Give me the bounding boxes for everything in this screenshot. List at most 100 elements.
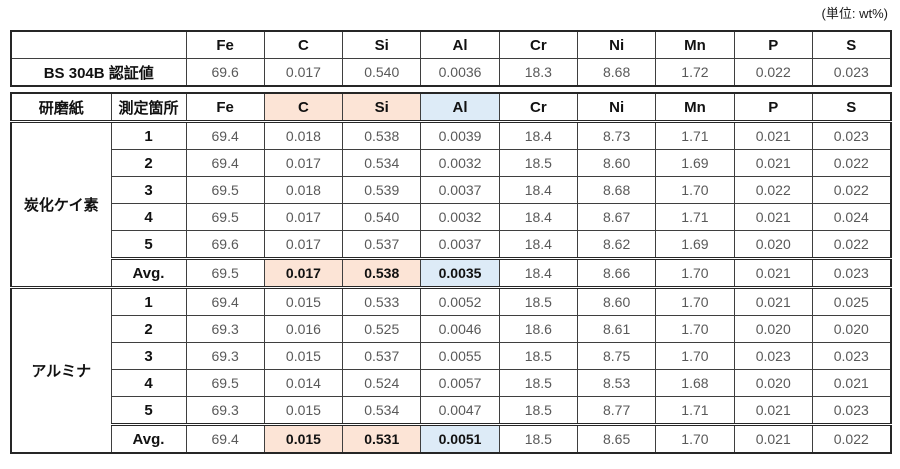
- value-cell: 0.0051: [420, 423, 500, 454]
- value-cell: 0.015: [263, 342, 344, 370]
- value-cell: 0.021: [733, 149, 813, 177]
- value-cell: 0.021: [733, 121, 813, 150]
- value-cell: 69.4: [185, 121, 265, 150]
- element-header: Cr: [498, 92, 578, 123]
- reference-table-body: BS 304B 認証値 69.6 0.017 0.540 0.0036 18.3 8.68 1…: [10, 58, 892, 87]
- value-cell: 8.62: [576, 230, 657, 259]
- value-cell: 0.537: [342, 342, 422, 370]
- value-cell: 0.022: [811, 230, 892, 259]
- value-cell: 0.525: [342, 315, 422, 343]
- value-cell: 69.3: [185, 342, 265, 370]
- value-cell: 0.021: [811, 369, 892, 397]
- measurement-point-label: 1: [110, 286, 187, 316]
- reference-header-row: Fe C Si Al Cr Ni Mn P S: [10, 30, 892, 59]
- element-header: C: [263, 30, 344, 59]
- element-header: Mn: [655, 30, 735, 59]
- table-row: 2 69.4 0.017 0.534 0.0032 18.5 8.60 1.69 0.021 0.…: [11, 149, 892, 177]
- value-cell: 8.61: [576, 315, 657, 343]
- value-cell: 1.69: [655, 230, 735, 259]
- value-cell: 0.015: [263, 423, 344, 454]
- measurement-point-label: Avg.: [110, 423, 187, 454]
- table-row: 4 69.5 0.014 0.524 0.0057 18.5 8.53 1.68 0.020 0.…: [11, 369, 892, 397]
- value-cell: 0.021: [733, 286, 813, 316]
- value-cell: 0.0052: [420, 286, 500, 316]
- value-cell: 69.5: [185, 176, 265, 204]
- value-cell: 0.023: [733, 342, 813, 370]
- element-header: Al: [420, 92, 500, 123]
- abrasive-name: 炭化ケイ素: [10, 121, 112, 288]
- value-cell: 8.73: [576, 121, 657, 150]
- table-row: 4 69.5 0.017 0.540 0.0032 18.4 8.67 1.71 0.021 0.…: [11, 203, 892, 231]
- value-cell: 18.5: [498, 369, 578, 397]
- value-cell: 18.5: [498, 396, 578, 425]
- value-cell: 0.022: [811, 423, 892, 454]
- value-cell: 0.018: [263, 121, 344, 150]
- value-cell: 18.5: [498, 286, 578, 316]
- element-header: Mn: [655, 92, 735, 123]
- measurement-table-body: 炭化ケイ素 1 69.4 0.018 0.538 0.0039 18.4 8.73 1.71 0.…: [10, 121, 892, 454]
- value-cell: 0.021: [733, 203, 813, 231]
- element-header: Ni: [576, 30, 657, 59]
- measurement-point-label: 5: [110, 396, 187, 425]
- value-cell: 8.67: [576, 203, 657, 231]
- value-cell: 0.017: [263, 149, 344, 177]
- value-cell: 0.021: [733, 396, 813, 425]
- value-cell: 1.72: [655, 58, 735, 87]
- value-cell: 1.71: [655, 121, 735, 150]
- value-cell: 0.538: [342, 257, 422, 288]
- value-cell: 69.4: [185, 286, 265, 316]
- value-cell: 0.020: [733, 315, 813, 343]
- value-cell: 1.70: [655, 176, 735, 204]
- value-cell: 0.023: [811, 396, 892, 425]
- value-cell: 8.77: [576, 396, 657, 425]
- value-cell: 69.3: [185, 396, 265, 425]
- value-cell: 0.017: [263, 203, 344, 231]
- value-cell: 1.70: [655, 423, 735, 454]
- measurement-point-column-header: 測定箇所: [110, 92, 187, 123]
- unit-label: (単位: wt%): [821, 6, 888, 21]
- value-cell: 0.023: [811, 58, 892, 87]
- value-cell: 0.0055: [420, 342, 500, 370]
- value-cell: 0.023: [811, 342, 892, 370]
- value-cell: 0.540: [342, 203, 422, 231]
- value-cell: 0.533: [342, 286, 422, 316]
- value-cell: 1.70: [655, 286, 735, 316]
- table-row: アルミナ 1 69.4 0.015 0.533 0.0052 18.5 8.60 1.70 0.0…: [10, 286, 892, 454]
- measurement-point-label: 2: [110, 315, 187, 343]
- value-cell: 69.4: [185, 149, 265, 177]
- value-cell: 0.020: [733, 369, 813, 397]
- element-header: Ni: [576, 92, 657, 123]
- reference-table-header: Fe C Si Al Cr Ni Mn P S: [10, 30, 892, 59]
- table-row: Avg. 69.5 0.017 0.538 0.0035 18.4 8.66 1.70 0.02…: [11, 257, 892, 288]
- value-cell: 0.534: [342, 396, 422, 425]
- value-cell: 18.4: [498, 176, 578, 204]
- value-cell: 69.6: [185, 58, 265, 87]
- measurement-point-label: 3: [110, 176, 187, 204]
- value-cell: 0.025: [811, 286, 892, 316]
- element-header: Fe: [185, 92, 265, 123]
- value-cell: 18.4: [498, 121, 578, 150]
- value-cell: 0.0032: [420, 149, 500, 177]
- value-cell: 0.021: [733, 423, 813, 454]
- value-cell: 0.0036: [420, 58, 500, 87]
- value-cell: 18.4: [498, 203, 578, 231]
- value-cell: 1.70: [655, 342, 735, 370]
- value-cell: 0.018: [263, 176, 344, 204]
- value-cell: 0.534: [342, 149, 422, 177]
- value-cell: 0.0037: [420, 230, 500, 259]
- value-cell: 0.022: [733, 58, 813, 87]
- element-header: P: [733, 92, 813, 123]
- value-cell: 0.015: [263, 396, 344, 425]
- value-cell: 18.5: [498, 342, 578, 370]
- reference-label-cell: BS 304B 認証値: [10, 58, 187, 87]
- value-cell: 8.68: [576, 58, 657, 87]
- table-row: 3 69.5 0.018 0.539 0.0037 18.4 8.68 1.70 0.022 0.…: [11, 176, 892, 204]
- measurement-point-label: 2: [110, 149, 187, 177]
- element-header: S: [811, 30, 892, 59]
- value-cell: 69.6: [185, 230, 265, 259]
- value-cell: 0.540: [342, 58, 422, 87]
- value-cell: 0.020: [811, 315, 892, 343]
- value-cell: 0.022: [811, 149, 892, 177]
- value-cell: 69.5: [185, 257, 265, 288]
